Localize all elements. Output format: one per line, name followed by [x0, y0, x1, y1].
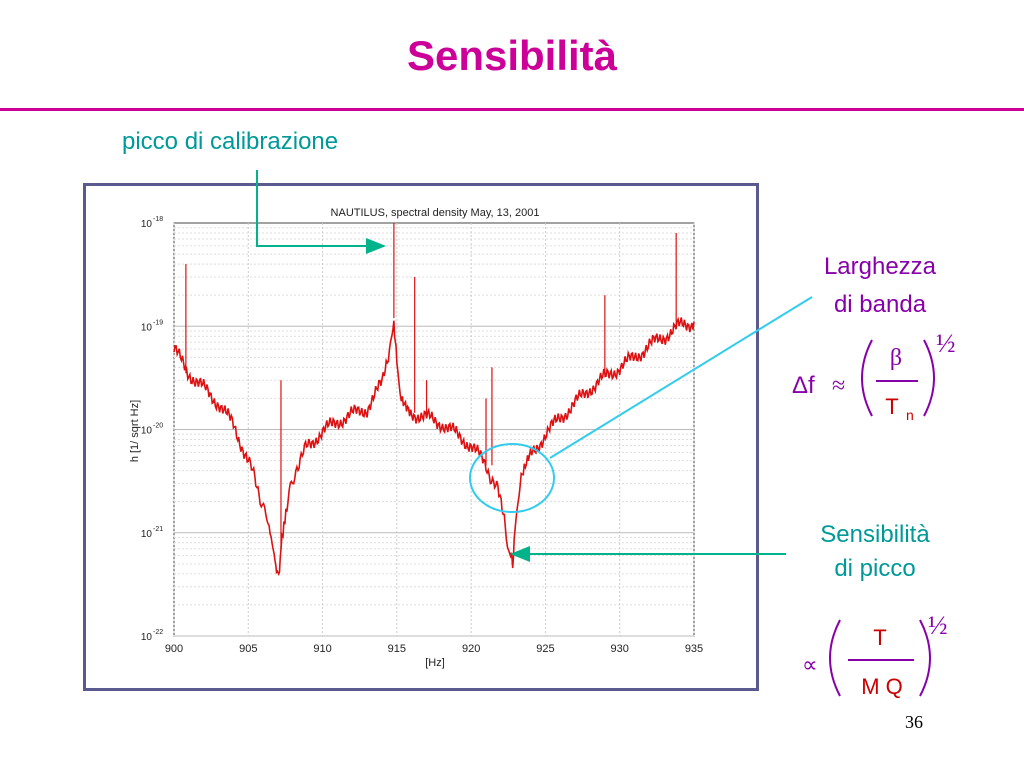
mass-q-symbol: M Q — [861, 674, 903, 699]
proportional-symbol: ∝ — [802, 652, 818, 677]
y-tick-exponent: -22 — [153, 629, 163, 636]
bandwidth-highlight-ellipse — [469, 443, 555, 513]
title-divider — [0, 108, 1024, 111]
y-tick-label: 10 — [141, 322, 153, 333]
y-tick-label: 10 — [141, 632, 153, 643]
peak-sensitivity-line2: di picco — [834, 555, 916, 582]
temperature-symbol: T — [873, 625, 886, 650]
y-tick-label: 10 — [141, 529, 153, 540]
peak-sensitivity-line1: Sensibilità — [820, 521, 930, 548]
left-paren-2 — [829, 619, 841, 697]
exponent-half: ½ — [936, 329, 956, 358]
beta-symbol: β — [890, 345, 902, 371]
x-tick-label: 920 — [462, 643, 480, 655]
slide-title: Sensibilità — [406, 32, 618, 79]
series-layer — [173, 223, 695, 577]
y-tick-exponent: -18 — [153, 216, 163, 223]
slide-number: 36 — [905, 712, 923, 732]
x-tick-label: 915 — [388, 643, 406, 655]
calibration-peak-label: picco di calibrazione — [122, 128, 339, 155]
x-tick-label: 935 — [685, 643, 703, 655]
x-tick-label: 900 — [165, 643, 183, 655]
y-tick-label: 10 — [141, 426, 153, 437]
sensitivity-formula: ∝ T M Q ½ — [802, 611, 948, 699]
approx-symbol: ≈ — [832, 373, 845, 399]
peak-sensitivity-label: Sensibilità di picco — [790, 518, 960, 586]
left-paren — [861, 339, 873, 417]
calibration-arrow — [256, 170, 386, 254]
x-tick-label: 930 — [611, 643, 629, 655]
x-tick-label: 925 — [536, 643, 554, 655]
chart-frame: 900 905 910 915 920 925 930 935 10 -18 10 -19 10 -20 1… — [83, 183, 759, 691]
chart-title: NAUTILUS, spectral density May, 13, 2001 — [331, 207, 540, 219]
y-tick-exponent: -19 — [153, 319, 163, 326]
spectral-density-series — [173, 316, 695, 577]
exponent-half-2: ½ — [928, 611, 948, 640]
bandwidth-pointer-line — [549, 296, 813, 459]
t-n-base: T — [885, 394, 898, 419]
y-tick-label: 10 — [141, 219, 153, 230]
t-n-subscript: n — [906, 407, 914, 423]
y-tick-exponent: -21 — [153, 526, 163, 533]
y-axis-label: h [1/ sqrt Hz] — [129, 400, 141, 462]
bandwidth-label: Larghezza di banda — [790, 248, 970, 324]
delta-f-symbol: Δf — [792, 372, 815, 399]
bandwidth-formula: Δf ≈ β T n ½ — [792, 329, 956, 423]
right-paren-2 — [919, 619, 931, 697]
bandwidth-label-line2: di banda — [833, 291, 927, 318]
right-paren — [923, 339, 935, 417]
bandwidth-label-line1: Larghezza — [823, 253, 937, 280]
x-tick-label: 905 — [239, 643, 257, 655]
x-tick-label: 910 — [313, 643, 331, 655]
y-tick-exponent: -20 — [153, 423, 163, 430]
x-axis-label: [Hz] — [425, 657, 445, 669]
grid-layer — [173, 223, 695, 637]
